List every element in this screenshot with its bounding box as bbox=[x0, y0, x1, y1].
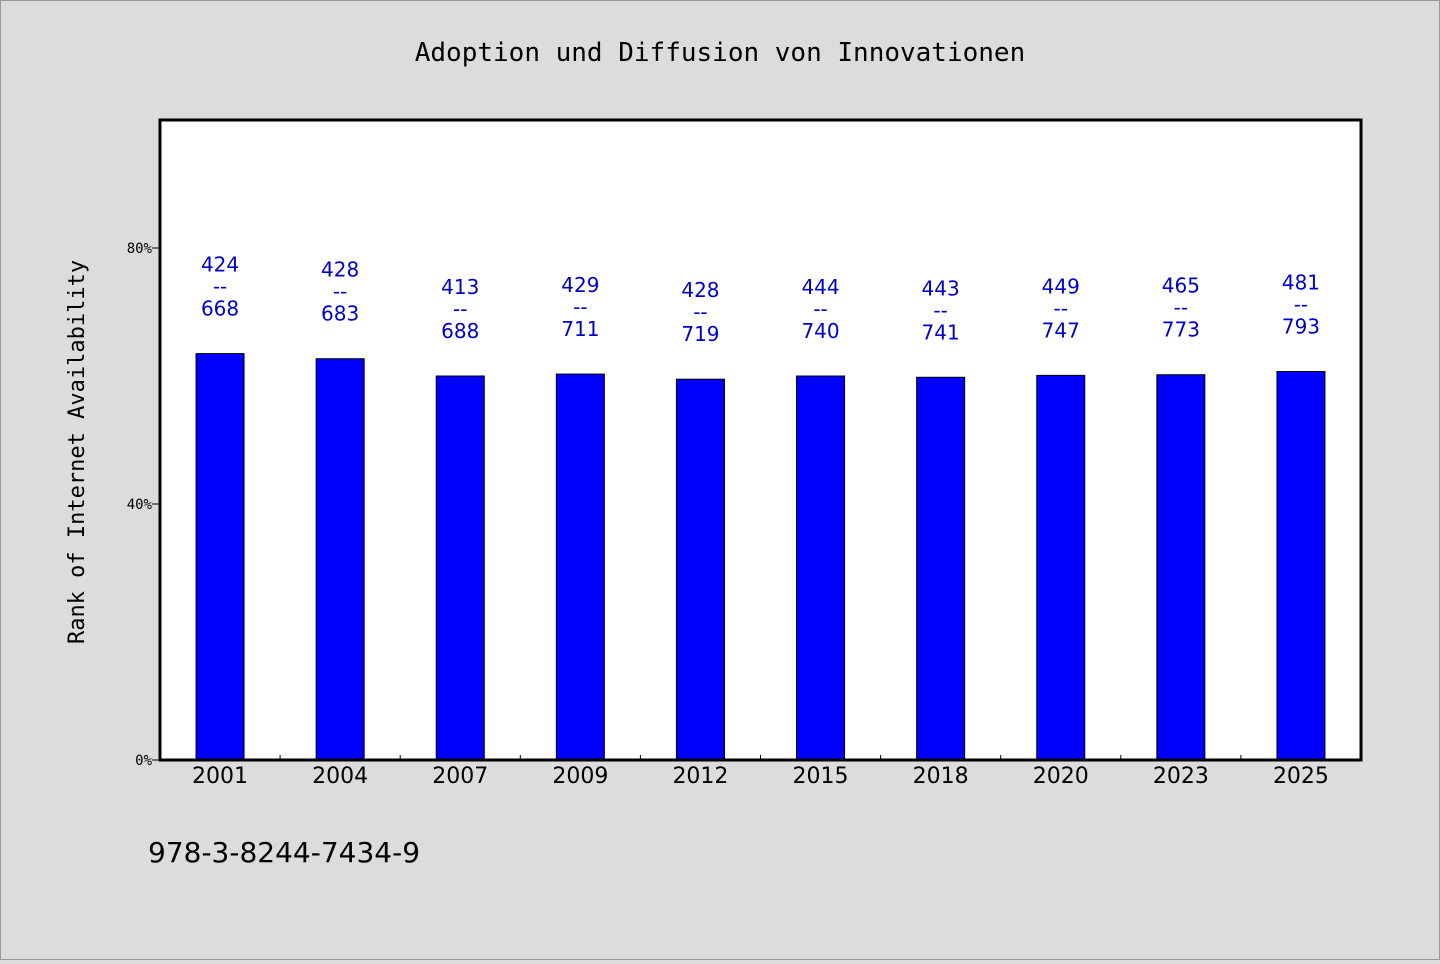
bar-2018 bbox=[916, 376, 966, 761]
bar-2020 bbox=[1036, 374, 1086, 761]
data-label-2018-bottom: 741 bbox=[922, 320, 960, 344]
x-tick-label-2001: 2001 bbox=[192, 764, 248, 789]
data-label-2023-sep: -- bbox=[1174, 296, 1188, 320]
data-label-2001-bottom: 668 bbox=[201, 297, 239, 321]
data-label-2009-sep: -- bbox=[573, 295, 587, 319]
bar-2007 bbox=[435, 375, 485, 761]
data-label-2004-sep: -- bbox=[333, 280, 347, 304]
data-label-2007-top: 413 bbox=[441, 275, 479, 299]
x-axis-ticks: 2001 2004 2007 2009 2012 2015 2018 2020 2023 2025 bbox=[192, 755, 1329, 789]
data-label-2015-sep: -- bbox=[813, 297, 827, 321]
data-label-2025-sep: -- bbox=[1294, 293, 1308, 317]
data-label-2020-bottom: 747 bbox=[1042, 318, 1080, 342]
x-tick-label-2015: 2015 bbox=[793, 764, 849, 789]
data-labels-layer: 424--668428--683413--688429--711428--719… bbox=[201, 253, 1320, 347]
isbn-label: 978-3-8244-7434-9 bbox=[148, 836, 420, 869]
y-tick-label: 0% bbox=[135, 753, 152, 769]
y-tick-label: 40% bbox=[127, 497, 153, 513]
x-tick-label-2023: 2023 bbox=[1153, 764, 1209, 789]
bars-layer bbox=[195, 353, 1326, 761]
bar-2015 bbox=[796, 375, 846, 761]
data-label-2015-bottom: 740 bbox=[801, 319, 839, 343]
data-label-2001-top: 424 bbox=[201, 253, 239, 277]
y-tick-label: 80% bbox=[127, 241, 153, 257]
data-label-2020-top: 449 bbox=[1042, 274, 1080, 298]
data-label-2007-bottom: 688 bbox=[441, 319, 479, 343]
data-label-2004-top: 428 bbox=[321, 258, 359, 282]
data-label-2001-sep: -- bbox=[213, 275, 227, 299]
data-label-2004-bottom: 683 bbox=[321, 302, 359, 326]
x-tick-label-2007: 2007 bbox=[432, 764, 488, 789]
data-label-2009-bottom: 711 bbox=[561, 317, 599, 341]
data-label-2015-top: 444 bbox=[801, 275, 839, 299]
data-label-2009-top: 429 bbox=[561, 273, 599, 297]
x-tick-label-2009: 2009 bbox=[552, 764, 608, 789]
x-tick-label-2004: 2004 bbox=[312, 764, 368, 789]
x-tick-label-2018: 2018 bbox=[913, 764, 969, 789]
bar-2009 bbox=[555, 373, 605, 761]
data-label-2012-sep: -- bbox=[693, 300, 707, 324]
y-axis-ticks: 0% 40% 80% bbox=[127, 241, 160, 769]
chart-title: Adoption und Diffusion von Innovationen bbox=[415, 38, 1025, 68]
bar-2023 bbox=[1156, 374, 1206, 761]
bar-2004 bbox=[315, 358, 365, 761]
bar-2025 bbox=[1276, 371, 1326, 761]
data-label-2012-top: 428 bbox=[681, 278, 719, 302]
data-label-2025-top: 481 bbox=[1282, 271, 1320, 295]
bar-2012 bbox=[675, 378, 725, 761]
data-label-2025-bottom: 793 bbox=[1282, 315, 1320, 339]
x-tick-label-2012: 2012 bbox=[672, 764, 728, 789]
x-tick-label-2025: 2025 bbox=[1273, 764, 1329, 789]
x-tick-label-2020: 2020 bbox=[1033, 764, 1089, 789]
bar-2001 bbox=[195, 353, 245, 761]
data-label-2007-sep: -- bbox=[453, 297, 467, 321]
data-label-2012-bottom: 719 bbox=[681, 322, 719, 346]
data-label-2023-top: 465 bbox=[1162, 274, 1200, 298]
data-label-2018-sep: -- bbox=[933, 298, 947, 322]
data-label-2018-top: 443 bbox=[922, 276, 960, 300]
data-label-2023-bottom: 773 bbox=[1162, 318, 1200, 342]
y-axis-label: Rank of Internet Availability bbox=[65, 260, 90, 644]
data-label-2020-sep: -- bbox=[1054, 296, 1068, 320]
